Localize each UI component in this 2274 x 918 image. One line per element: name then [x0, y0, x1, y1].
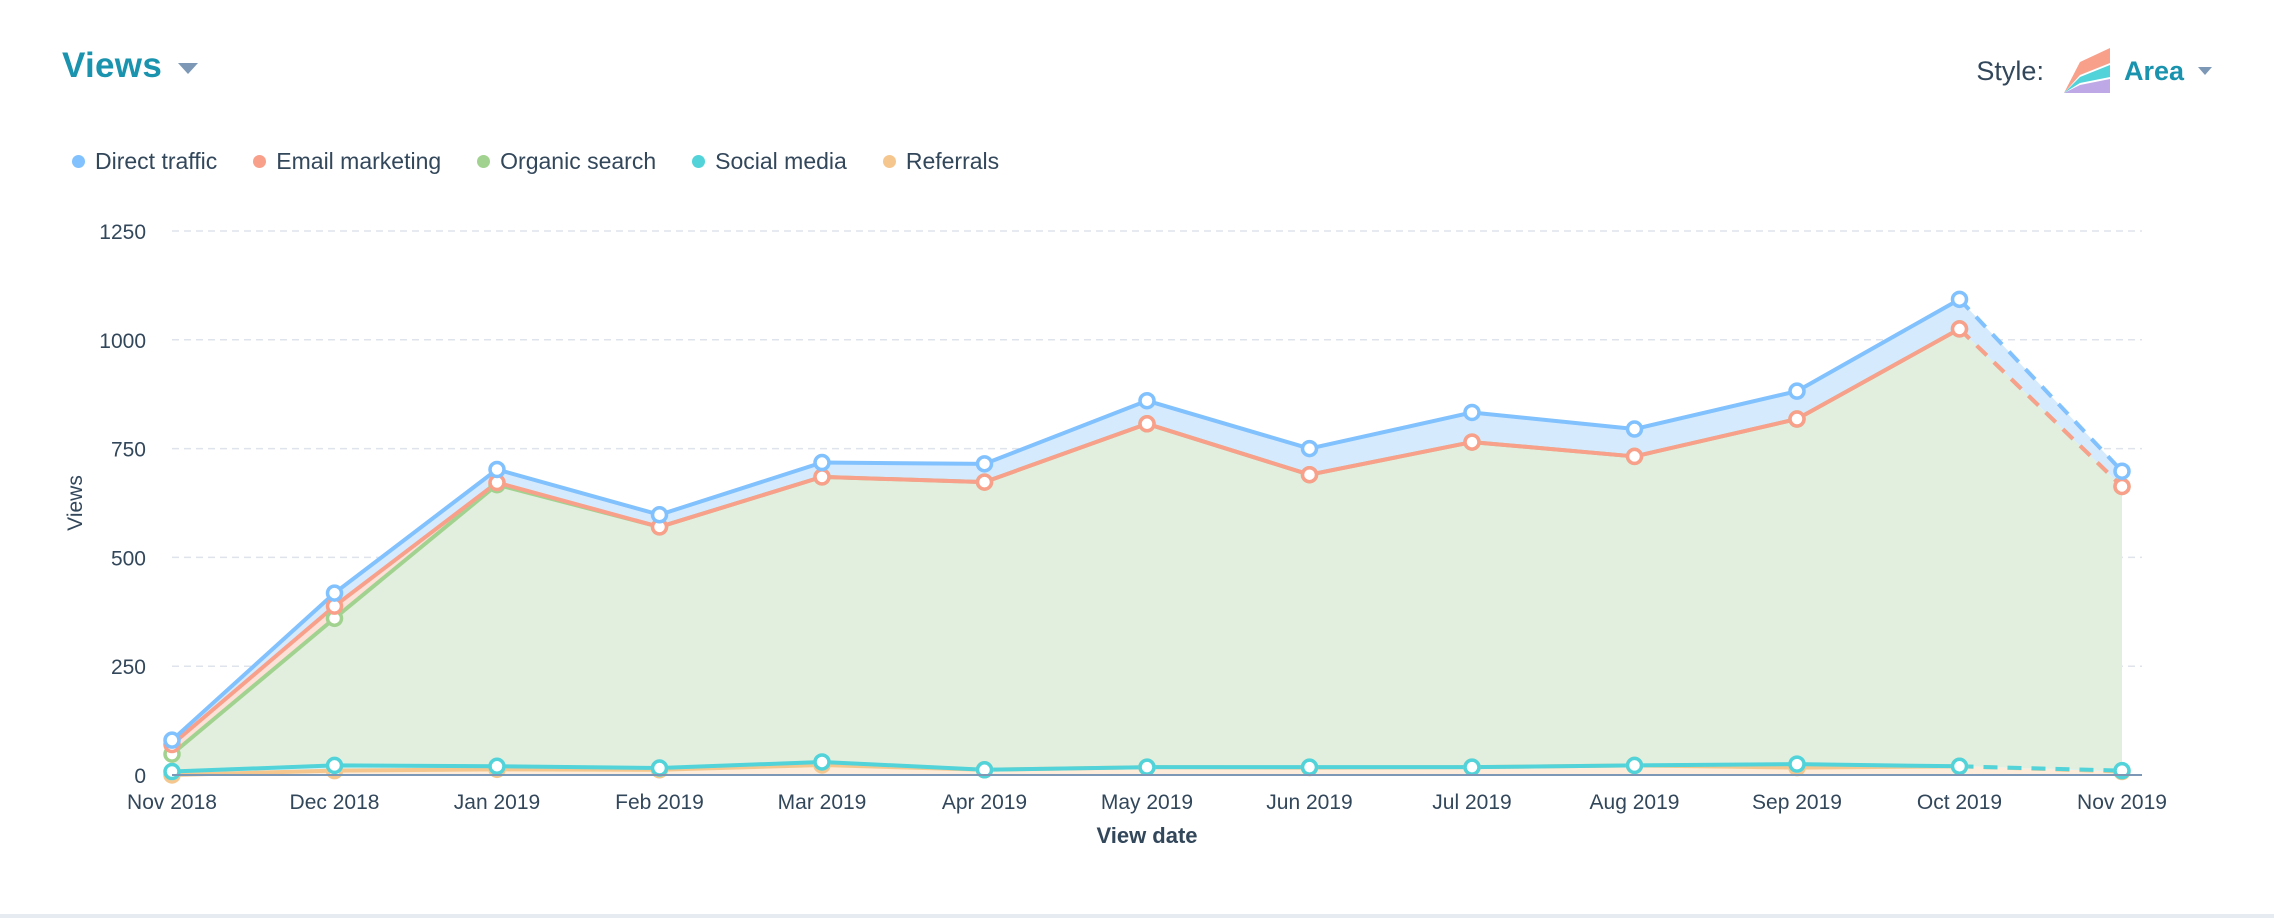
metric-selector[interactable]: Views [62, 46, 199, 86]
data-point[interactable] [325, 756, 344, 775]
data-point[interactable] [1625, 756, 1644, 775]
data-point[interactable] [650, 506, 669, 524]
legend-dot-icon [692, 155, 706, 168]
y-axis-title: Views [64, 475, 87, 531]
data-point[interactable] [1300, 439, 1319, 458]
x-tick-label: Nov 2018 [127, 791, 217, 814]
legend-dot-icon [477, 155, 491, 168]
x-tick-label: Apr 2019 [942, 791, 1027, 814]
data-point[interactable] [2113, 462, 2131, 480]
data-point[interactable] [325, 584, 344, 602]
data-point[interactable] [1138, 758, 1156, 776]
x-tick-label: Sep 2019 [1752, 791, 1842, 814]
data-point[interactable] [1138, 415, 1156, 433]
data-point[interactable] [975, 761, 994, 779]
data-point[interactable] [1138, 391, 1156, 410]
data-point[interactable] [1625, 447, 1644, 466]
chevron-down-icon [178, 62, 199, 74]
data-point[interactable] [488, 460, 506, 479]
y-tick-label: 500 [111, 547, 146, 570]
x-tick-label: Dec 2018 [290, 791, 380, 814]
y-tick-label: 750 [111, 439, 146, 462]
data-point[interactable] [163, 762, 181, 781]
projected-line-social-media [1959, 764, 2123, 773]
data-point[interactable] [1950, 290, 1969, 309]
stacked-area-chart-icon [2063, 48, 2110, 93]
line-direct-traffic [170, 297, 1961, 742]
legend-item-direct-traffic[interactable]: Direct traffic [72, 148, 217, 175]
x-tick-label: Mar 2019 [778, 791, 867, 814]
data-point[interactable] [1300, 758, 1319, 776]
y-tick-label: 1250 [99, 221, 146, 244]
data-point[interactable] [163, 731, 181, 749]
data-point[interactable] [1300, 465, 1319, 484]
data-point[interactable] [813, 453, 831, 472]
legend-item-social-media[interactable]: Social media [692, 148, 847, 175]
data-point[interactable] [1625, 420, 1644, 438]
data-point[interactable] [1950, 757, 1969, 776]
axes: 0 250 500 750 1000 1250 Nov 2018 Dec 2018 Jan 20… [64, 221, 2167, 848]
y-tick-label: 0 [134, 765, 146, 788]
legend-dot-icon [882, 155, 896, 168]
data-point[interactable] [813, 753, 831, 771]
legend-item-email-marketing[interactable]: Email marketing [253, 148, 441, 175]
x-tick-label: Nov 2019 [2077, 791, 2167, 814]
x-axis-title: View date [1096, 823, 1197, 848]
data-point[interactable] [975, 455, 994, 473]
data-point[interactable] [1788, 382, 1806, 400]
chart-title: Views [62, 46, 163, 85]
x-tick-label: Feb 2019 [615, 791, 704, 814]
line-email-marketing [170, 327, 1961, 747]
data-point[interactable] [975, 473, 994, 491]
projected-line-email-marketing [1958, 327, 2124, 488]
area-organic-search [172, 328, 2122, 772]
projected-line-direct-traffic [1958, 297, 2124, 473]
legend-label: Organic search [500, 148, 657, 174]
y-tick-label: 250 [111, 656, 146, 679]
x-tick-label: Oct 2019 [1917, 791, 2002, 814]
data-point[interactable] [1463, 403, 1481, 422]
area-direct-traffic [172, 299, 2122, 745]
chart-legend: Direct traffic Email marketing Organic s… [72, 148, 999, 175]
data-point[interactable] [488, 757, 506, 776]
x-tick-label: Jun 2019 [1266, 791, 1352, 814]
data-point[interactable] [1463, 433, 1481, 451]
chevron-down-icon [2198, 67, 2212, 75]
legend-item-referrals[interactable]: Referrals [882, 148, 1000, 175]
data-point[interactable] [1788, 410, 1806, 428]
style-value: Area [2123, 55, 2184, 86]
data-point[interactable] [1950, 320, 1969, 338]
x-tick-label: Aug 2019 [1590, 791, 1680, 814]
y-tick-label: 1000 [99, 330, 146, 353]
data-point[interactable] [1788, 755, 1806, 773]
legend-label: Email marketing [276, 148, 442, 174]
data-point[interactable] [650, 759, 669, 777]
style-dropdown[interactable]: Area [2063, 48, 2212, 94]
x-tick-label: Jul 2019 [1432, 791, 1511, 814]
panel-divider [0, 914, 2274, 918]
legend-item-organic-search[interactable]: Organic search [477, 148, 656, 175]
line-social-media [171, 759, 1960, 774]
legend-label: Referrals [905, 148, 1000, 174]
legend-label: Direct traffic [95, 148, 218, 174]
x-tick-label: May 2019 [1101, 791, 1193, 814]
data-point[interactable] [1463, 758, 1481, 776]
style-label: Style: [1976, 55, 2044, 86]
legend-dot-icon [72, 155, 85, 168]
style-control: Style: Area [1976, 48, 2212, 94]
legend-dot-icon [253, 155, 267, 168]
data-point[interactable] [2113, 477, 2131, 496]
legend-label: Social media [715, 148, 847, 174]
series-lines [170, 297, 2124, 777]
data-point[interactable] [813, 468, 831, 486]
x-tick-label: Jan 2019 [454, 791, 540, 814]
